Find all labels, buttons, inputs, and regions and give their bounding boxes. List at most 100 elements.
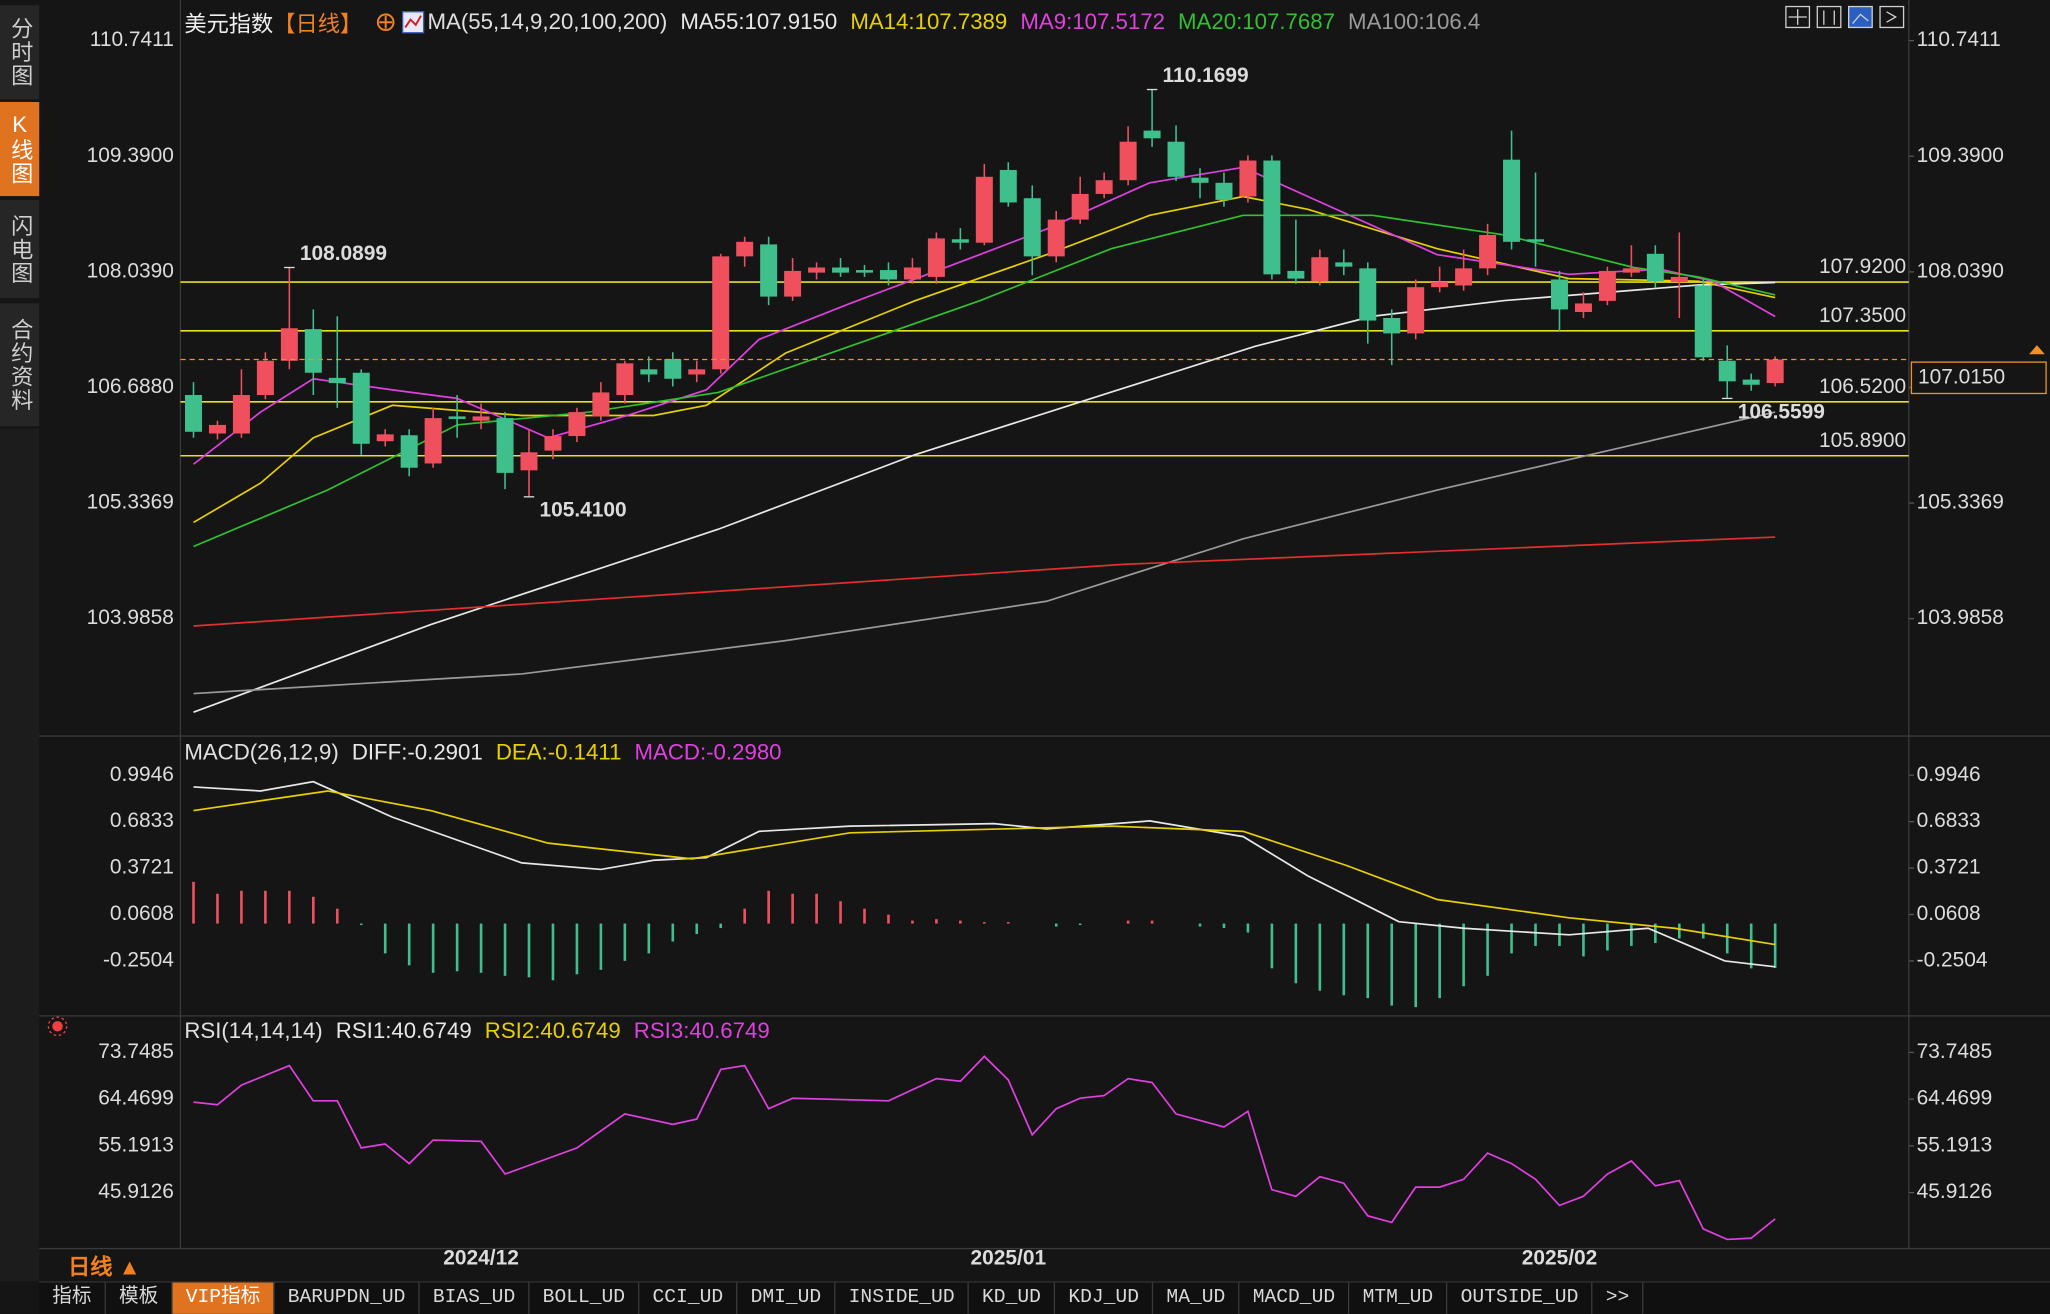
candle-body	[1047, 219, 1065, 257]
indicator-icon[interactable]	[401, 10, 425, 34]
y-tick-label: 105.3369	[87, 491, 174, 514]
toolbar-button[interactable]: OUTSIDE_UD	[1448, 1282, 1593, 1314]
toolbar-icons[interactable]	[1785, 5, 1905, 29]
legend-entry: RSI3:40.6749	[633, 1018, 770, 1044]
tab-timeshare[interactable]: 分时图	[0, 5, 40, 100]
x-tick-label: 2024/12	[443, 1247, 519, 1270]
candle-body	[304, 329, 322, 373]
y2-tick-label: 73.7485	[1917, 1040, 1993, 1063]
y-tick-label: 110.7411	[90, 28, 174, 51]
y-tick-label: 108.0390	[87, 259, 174, 282]
legend-entry: MACD:-0.2980	[634, 739, 782, 765]
macd-title: MACD(26,12,9)	[184, 739, 339, 765]
candle-body	[400, 435, 418, 468]
toolbar-button[interactable]: 模板	[106, 1282, 173, 1314]
candle-body	[1167, 141, 1185, 177]
candle-body	[1527, 239, 1545, 242]
candle-body	[1550, 279, 1568, 310]
candle-body	[1407, 287, 1425, 334]
candle-body	[856, 270, 874, 273]
level-label: 107.3500	[1819, 304, 1906, 327]
toolbar-button[interactable]: BIAS_UD	[420, 1282, 530, 1314]
line	[193, 536, 1776, 627]
toolbar-button[interactable]: DMI_UD	[738, 1282, 836, 1314]
y2-tick-label: 0.3721	[1917, 856, 1981, 879]
legend-entry: MA14:107.7389	[850, 8, 1008, 34]
legend-entry: RSI1:40.6749	[335, 1018, 472, 1044]
candle-body	[760, 244, 778, 297]
candle-body	[184, 395, 202, 432]
candle-body	[280, 328, 298, 361]
candle-body	[424, 418, 442, 464]
legend-entry: MA55:107.9150	[680, 8, 838, 34]
y-tick-label: 103.9858	[87, 606, 174, 629]
y2-tick-label: 108.0390	[1917, 259, 2004, 282]
add-icon[interactable]	[375, 11, 396, 32]
candle-body	[472, 416, 490, 421]
toolbar-button[interactable]: INSIDE_UD	[836, 1282, 969, 1314]
toolbar-button[interactable]: MA_UD	[1153, 1282, 1240, 1314]
candle-body	[328, 377, 346, 384]
low-label: 106.5599	[1738, 400, 1825, 423]
toolbar-button[interactable]: KD_UD	[969, 1282, 1056, 1314]
y-tick-label: 0.6833	[110, 809, 174, 832]
candle-body	[832, 267, 850, 273]
last-price-label: 107.0150	[1918, 365, 2005, 388]
candle-body	[1766, 359, 1784, 384]
toolbar-button[interactable]: VIP指标	[172, 1282, 275, 1314]
rsi-title: RSI(14,14,14)	[184, 1018, 323, 1044]
candle-body	[688, 369, 706, 375]
candle-body	[1598, 270, 1616, 301]
candle-body	[1383, 317, 1401, 334]
sun-icon[interactable]	[47, 1016, 68, 1037]
candle-body	[256, 360, 274, 396]
y2-tick-label: 0.6833	[1917, 809, 1981, 832]
tab-contract[interactable]: 合约资料	[0, 303, 40, 427]
y2-tick-label: 45.9126	[1917, 1180, 1993, 1203]
candle-body	[1622, 268, 1640, 273]
y2-tick-label: 0.9946	[1917, 763, 1981, 786]
candle-body	[1191, 177, 1209, 183]
candle-body	[448, 416, 466, 419]
y-tick-label: 106.6880	[87, 375, 174, 398]
toolbar-button[interactable]: 指标	[39, 1282, 106, 1314]
candle-body	[1718, 360, 1736, 382]
candle-body	[903, 267, 921, 280]
candle-body	[1479, 234, 1497, 269]
candle-body	[592, 392, 610, 417]
low-label: 105.4100	[539, 499, 626, 522]
y2-tick-label: 64.4699	[1917, 1087, 1993, 1110]
toolbar-button[interactable]: >>	[1593, 1282, 1644, 1314]
tab-flash[interactable]: 闪电图	[0, 200, 40, 299]
tab-kline[interactable]: K线图	[0, 101, 40, 197]
candle-body	[1574, 303, 1592, 312]
candle-body	[1023, 198, 1041, 257]
toolbar-button[interactable]: MTM_UD	[1350, 1282, 1448, 1314]
candle-body	[352, 372, 370, 444]
y-tick-label: -0.2504	[103, 948, 174, 971]
period-selector[interactable]: 日线 ▲	[67, 1255, 141, 1280]
ma-title: MA(55,14,9,20,100,200)	[427, 8, 668, 34]
candle-body	[1335, 262, 1353, 267]
y-tick-label: 73.7485	[98, 1040, 174, 1063]
candle-body	[1143, 130, 1161, 139]
candle-body	[951, 239, 969, 243]
toolbar-button[interactable]: CCI_UD	[639, 1282, 738, 1314]
toolbar-button[interactable]: BARUPDN_UD	[275, 1282, 420, 1314]
line	[193, 411, 1776, 695]
toolbar-button[interactable]: BOLL_UD	[530, 1282, 640, 1314]
toolbar-button[interactable]: KDJ_UD	[1055, 1282, 1154, 1314]
candle-body	[1503, 159, 1521, 242]
candle-body	[568, 412, 586, 437]
candle-body	[616, 363, 634, 396]
legend-entry: DIFF:-0.2901	[351, 739, 483, 765]
level-label: 107.9200	[1819, 255, 1906, 278]
indicator-toolbar: 指标 模板 VIP指标 BARUPDN_UD BIAS_UD BOLL_UD CCI_UD D…	[39, 1281, 2050, 1314]
candle-body	[712, 256, 730, 370]
toolbar-button[interactable]: MACD_UD	[1240, 1282, 1350, 1314]
candle-body	[879, 270, 897, 280]
price-header: 美元指数 【日线】 MA(55,14,9,20,100,200) MA55:10…	[184, 5, 1480, 38]
last-price-box	[1910, 361, 2047, 395]
candle-body	[1239, 160, 1257, 197]
